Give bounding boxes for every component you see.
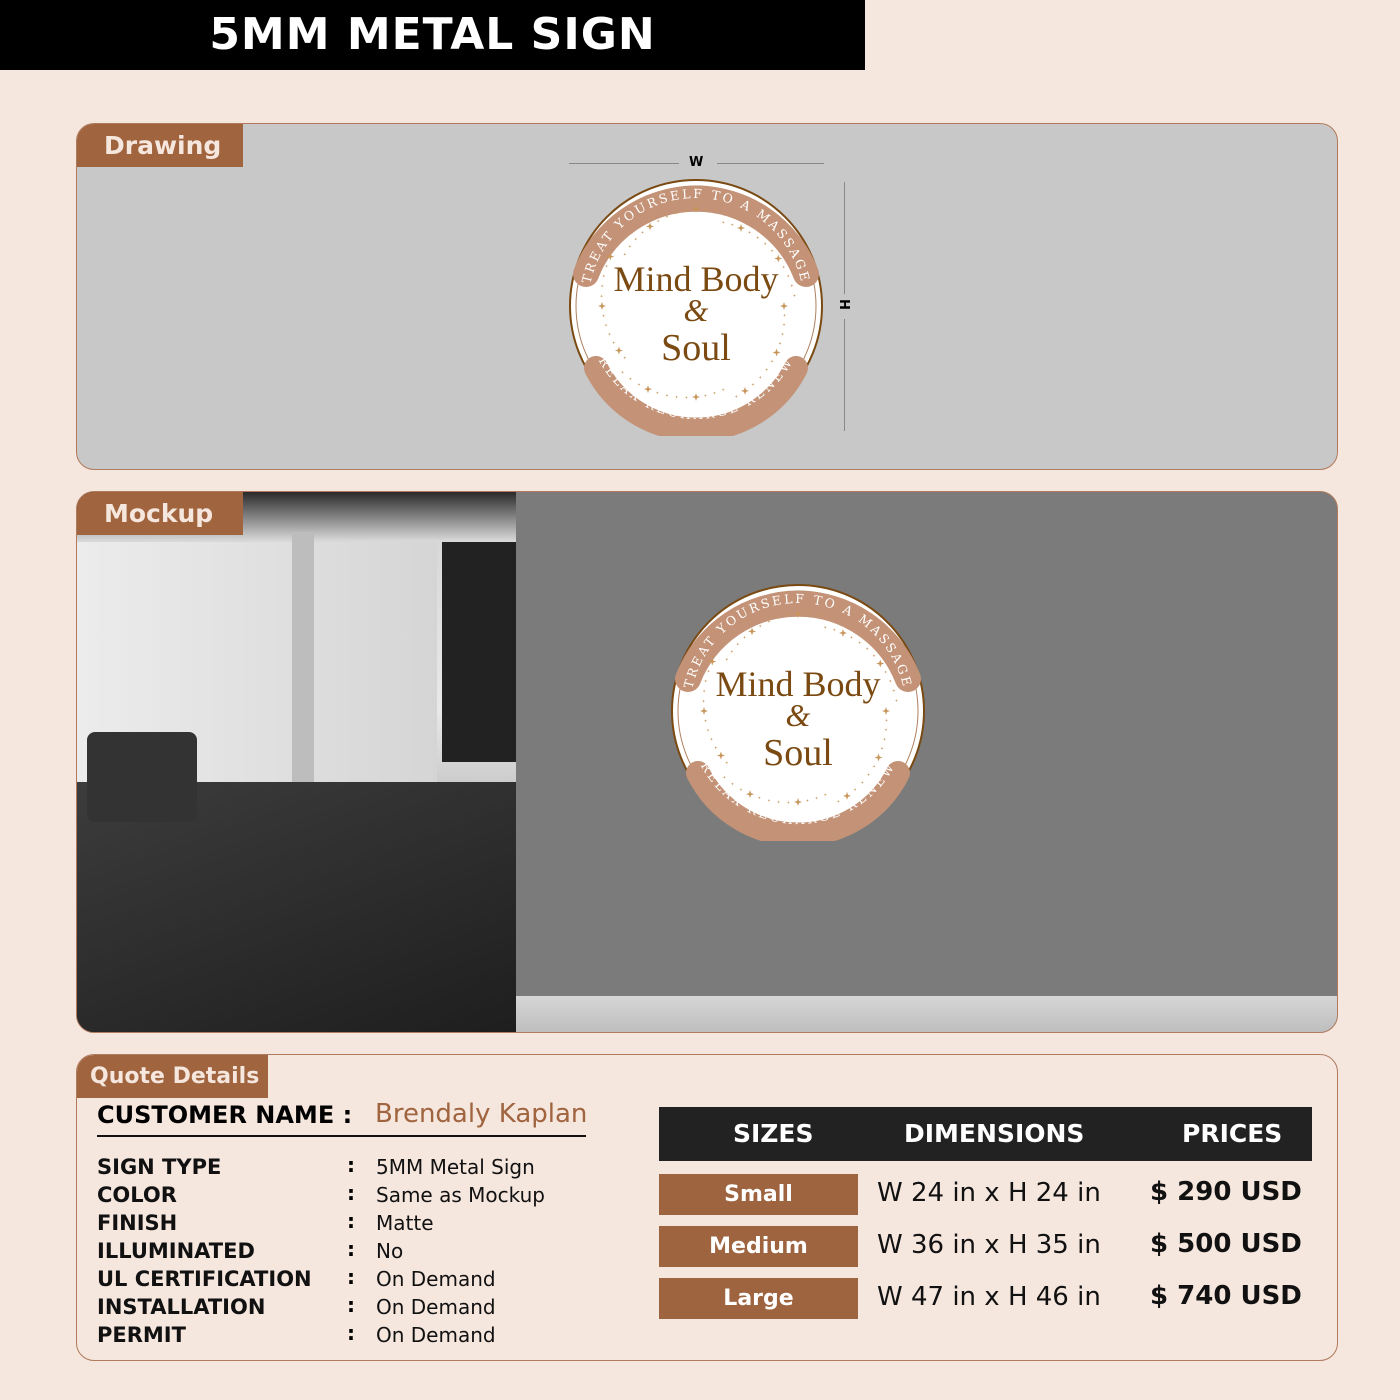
size-large: Large	[659, 1278, 858, 1319]
baseboard	[516, 996, 1337, 1032]
spec-colon: :	[347, 1237, 355, 1261]
dimensions-value: W 36 in x H 35 in	[877, 1230, 1101, 1260]
header-prices: PRICES	[1182, 1119, 1283, 1148]
height-arrow-bottom	[844, 319, 845, 431]
spec-label: SIGN TYPE	[97, 1155, 222, 1179]
dimensions-value: W 47 in x H 46 in	[877, 1282, 1101, 1312]
spec-colon: :	[347, 1209, 355, 1233]
spec-label: FINISH	[97, 1211, 178, 1235]
drawing-panel: Drawing W H TREAT YOURSELF TO A MASSAGE …	[76, 123, 1338, 470]
header-sizes: SIZES	[733, 1119, 814, 1148]
spec-value: 5MM Metal Sign	[376, 1155, 535, 1179]
page-title: 5MM METAL SIGN	[0, 0, 865, 70]
sign-line3: Soul	[763, 732, 833, 774]
customer-name: Brendaly Kaplan	[375, 1099, 588, 1129]
spec-colon: :	[347, 1265, 355, 1289]
height-label: H	[835, 299, 851, 310]
spec-value: Same as Mockup	[376, 1183, 545, 1207]
sign-line3: Soul	[661, 327, 731, 369]
sign-drawing: TREAT YOURSELF TO A MASSAGE RELAX RECHAR…	[566, 176, 826, 442]
mockup-tab: Mockup	[77, 492, 243, 535]
customer-underline	[97, 1135, 586, 1137]
sign-line1: Mind Body	[715, 664, 880, 704]
office-photo	[77, 492, 516, 1032]
height-arrow-top	[844, 182, 845, 294]
width-arrow-right	[717, 163, 824, 164]
sign-line2: &	[786, 697, 811, 733]
spec-label: INSTALLATION	[97, 1295, 266, 1319]
price-value: $ 290 USD	[1150, 1177, 1302, 1207]
spec-value: No	[376, 1239, 404, 1263]
header-dimensions: DIMENSIONS	[904, 1119, 1085, 1148]
price-value: $ 740 USD	[1150, 1281, 1302, 1311]
spec-colon: :	[347, 1181, 355, 1205]
spec-label: PERMIT	[97, 1323, 186, 1347]
quote-tab: Quote Details	[77, 1055, 268, 1098]
size-medium: Medium	[659, 1226, 858, 1267]
sign-line2: &	[684, 292, 709, 328]
spec-colon: :	[347, 1321, 355, 1345]
spec-colon: :	[347, 1153, 355, 1177]
spec-value: On Demand	[376, 1323, 496, 1347]
mockup-panel: Mockup TREAT YOURSELF TO A MASSAGE RELAX…	[76, 491, 1338, 1033]
customer-label: CUSTOMER NAME :	[97, 1101, 353, 1129]
table-header: SIZES DIMENSIONS PRICES	[659, 1107, 1312, 1161]
spec-colon: :	[347, 1293, 355, 1317]
spec-label: UL CERTIFICATION	[97, 1267, 312, 1291]
sign-graphic: TREAT YOURSELF TO A MASSAGE RELAX RECHAR…	[671, 584, 925, 847]
spec-value: Matte	[376, 1211, 434, 1235]
width-label: W	[689, 155, 704, 170]
sign-line1: Mind Body	[613, 259, 778, 299]
spec-label: COLOR	[97, 1183, 177, 1207]
dimensions-value: W 24 in x H 24 in	[877, 1178, 1101, 1208]
spec-value: On Demand	[376, 1295, 496, 1319]
sign-mockup: TREAT YOURSELF TO A MASSAGE RELAX RECHAR…	[668, 581, 928, 847]
size-small: Small	[659, 1174, 858, 1215]
spec-value: On Demand	[376, 1267, 496, 1291]
drawing-tab: Drawing	[77, 124, 243, 167]
quote-panel: Quote Details CUSTOMER NAME : Brendaly K…	[76, 1054, 1338, 1361]
price-value: $ 500 USD	[1150, 1229, 1302, 1259]
sign-graphic: TREAT YOURSELF TO A MASSAGE RELAX RECHAR…	[569, 179, 823, 442]
spec-label: ILLUMINATED	[97, 1239, 255, 1263]
width-arrow-left	[569, 163, 679, 164]
